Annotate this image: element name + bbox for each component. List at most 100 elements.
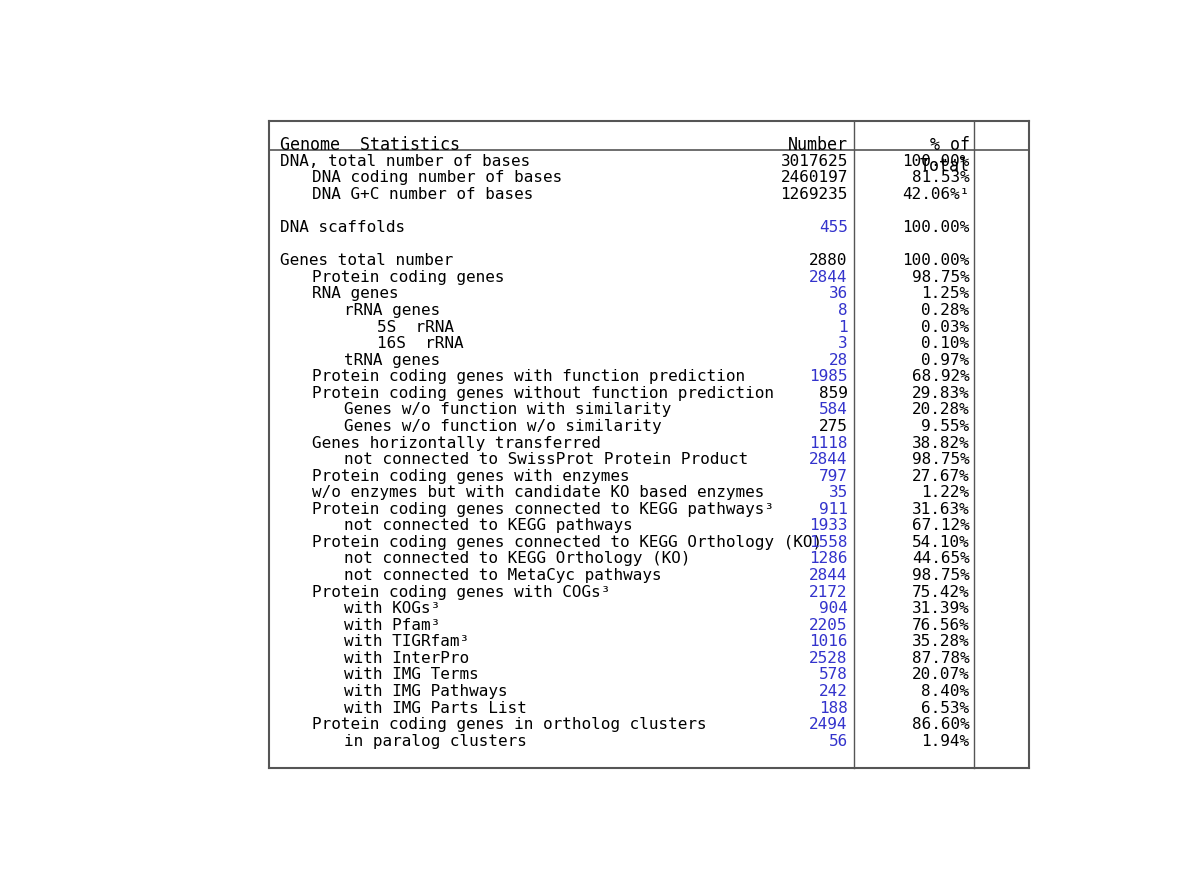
Text: 68.92%: 68.92% [912, 369, 970, 384]
Text: with IMG Terms: with IMG Terms [344, 667, 480, 681]
Text: 42.06%¹: 42.06%¹ [902, 187, 970, 202]
Text: 1286: 1286 [809, 551, 847, 566]
Text: Protein coding genes with COGs³: Protein coding genes with COGs³ [312, 584, 610, 599]
Text: 100.00%: 100.00% [902, 153, 970, 168]
Text: 28: 28 [828, 353, 847, 367]
Text: 5S  rRNA: 5S rRNA [376, 319, 453, 334]
Text: % of
Total: % of Total [920, 136, 970, 175]
Text: Protein coding genes connected to KEGG Orthology (KO): Protein coding genes connected to KEGG O… [312, 534, 822, 549]
Text: 242: 242 [819, 683, 847, 698]
Text: 1016: 1016 [809, 633, 847, 648]
Text: 1: 1 [838, 319, 847, 334]
Text: 86.60%: 86.60% [912, 717, 970, 731]
Text: 2880: 2880 [809, 253, 847, 268]
Text: 76.56%: 76.56% [912, 617, 970, 632]
Text: 67.12%: 67.12% [912, 517, 970, 532]
Text: in paralog clusters: in paralog clusters [344, 733, 527, 748]
Text: DNA, total number of bases: DNA, total number of bases [280, 153, 530, 168]
Text: with TIGRfam³: with TIGRfam³ [344, 633, 469, 648]
Text: Protein coding genes with enzymes: Protein coding genes with enzymes [312, 468, 630, 483]
Text: 584: 584 [819, 402, 847, 417]
Text: 2844: 2844 [809, 269, 847, 284]
Text: 1985: 1985 [809, 369, 847, 384]
Text: 1933: 1933 [809, 517, 847, 532]
Text: 44.65%: 44.65% [912, 551, 970, 566]
Text: 36: 36 [828, 286, 847, 301]
Text: 9.55%: 9.55% [921, 418, 970, 433]
Text: Protein coding genes connected to KEGG pathways³: Protein coding genes connected to KEGG p… [312, 501, 774, 517]
Text: 1.25%: 1.25% [921, 286, 970, 301]
Text: 1269235: 1269235 [781, 187, 847, 202]
Text: 911: 911 [819, 501, 847, 517]
Text: 100.00%: 100.00% [902, 220, 970, 235]
Text: 2528: 2528 [809, 650, 847, 665]
Text: Genes w/o function with similarity: Genes w/o function with similarity [344, 402, 671, 417]
Text: 2494: 2494 [809, 717, 847, 731]
Text: with KOGs³: with KOGs³ [344, 601, 440, 616]
Text: 98.75%: 98.75% [912, 269, 970, 284]
Text: 0.97%: 0.97% [921, 353, 970, 367]
Text: not connected to MetaCyc pathways: not connected to MetaCyc pathways [344, 567, 662, 582]
Text: 87.78%: 87.78% [912, 650, 970, 665]
Text: 35: 35 [828, 485, 847, 500]
Text: w/o enzymes but with candidate KO based enzymes: w/o enzymes but with candidate KO based … [312, 485, 764, 500]
Text: 1.94%: 1.94% [921, 733, 970, 748]
Text: RNA genes: RNA genes [312, 286, 399, 301]
Text: 16S  rRNA: 16S rRNA [376, 336, 463, 351]
Text: Protein coding genes with function prediction: Protein coding genes with function predi… [312, 369, 745, 384]
Text: 38.82%: 38.82% [912, 435, 970, 450]
Text: 2172: 2172 [809, 584, 847, 599]
Text: rRNA genes: rRNA genes [344, 303, 440, 317]
Text: 0.10%: 0.10% [921, 336, 970, 351]
Text: 29.83%: 29.83% [912, 385, 970, 401]
Text: 797: 797 [819, 468, 847, 483]
Text: 1118: 1118 [809, 435, 847, 450]
Text: 2844: 2844 [809, 452, 847, 467]
Text: 98.75%: 98.75% [912, 567, 970, 582]
Text: Number: Number [788, 136, 847, 153]
Text: DNA G+C number of bases: DNA G+C number of bases [312, 187, 533, 202]
Text: 1.22%: 1.22% [921, 485, 970, 500]
Text: 2205: 2205 [809, 617, 847, 632]
Text: 27.67%: 27.67% [912, 468, 970, 483]
Text: not connected to KEGG pathways: not connected to KEGG pathways [344, 517, 633, 532]
Text: DNA coding number of bases: DNA coding number of bases [312, 170, 562, 185]
Text: 100.00%: 100.00% [902, 253, 970, 268]
Text: with InterPro: with InterPro [344, 650, 469, 665]
Text: 455: 455 [819, 220, 847, 235]
Text: 0.03%: 0.03% [921, 319, 970, 334]
Text: 3017625: 3017625 [781, 153, 847, 168]
Text: 31.39%: 31.39% [912, 601, 970, 616]
Text: 578: 578 [819, 667, 847, 681]
Text: 2844: 2844 [809, 567, 847, 582]
Text: tRNA genes: tRNA genes [344, 353, 440, 367]
Text: 859: 859 [819, 385, 847, 401]
Text: not connected to SwissProt Protein Product: not connected to SwissProt Protein Produ… [344, 452, 749, 467]
Text: 6.53%: 6.53% [921, 700, 970, 715]
Text: Protein coding genes in ortholog clusters: Protein coding genes in ortholog cluster… [312, 717, 707, 731]
Text: 2460197: 2460197 [781, 170, 847, 185]
Text: 0.28%: 0.28% [921, 303, 970, 317]
Text: 31.63%: 31.63% [912, 501, 970, 517]
Text: not connected to KEGG Orthology (KO): not connected to KEGG Orthology (KO) [344, 551, 690, 566]
Text: Protein coding genes: Protein coding genes [312, 269, 505, 284]
Text: 75.42%: 75.42% [912, 584, 970, 599]
Text: 1558: 1558 [809, 534, 847, 549]
Text: with Pfam³: with Pfam³ [344, 617, 440, 632]
Text: 54.10%: 54.10% [912, 534, 970, 549]
Text: 904: 904 [819, 601, 847, 616]
Text: Genes w/o function w/o similarity: Genes w/o function w/o similarity [344, 418, 662, 433]
Text: DNA scaffolds: DNA scaffolds [280, 220, 405, 235]
Text: 81.53%: 81.53% [912, 170, 970, 185]
Text: Genes horizontally transferred: Genes horizontally transferred [312, 435, 601, 450]
Text: with IMG Parts List: with IMG Parts List [344, 700, 527, 715]
Text: 3: 3 [838, 336, 847, 351]
Text: 20.07%: 20.07% [912, 667, 970, 681]
Text: 8: 8 [838, 303, 847, 317]
Text: 20.28%: 20.28% [912, 402, 970, 417]
Text: 56: 56 [828, 733, 847, 748]
Text: 98.75%: 98.75% [912, 452, 970, 467]
Text: Genome  Statistics: Genome Statistics [280, 136, 459, 153]
Text: 275: 275 [819, 418, 847, 433]
Text: Protein coding genes without function prediction: Protein coding genes without function pr… [312, 385, 774, 401]
